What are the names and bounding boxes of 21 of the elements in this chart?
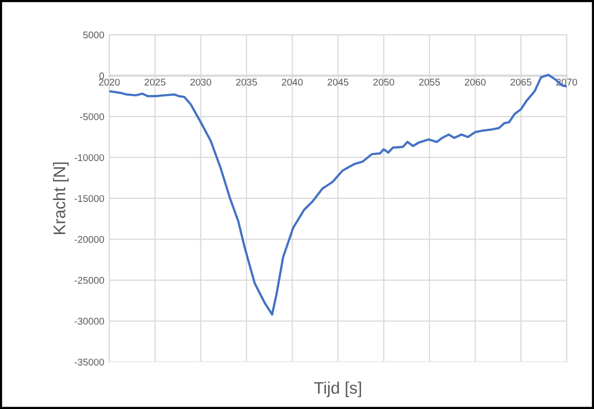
y-tick-label: -35000: [74, 358, 104, 366]
y-tick-label: 5000: [83, 32, 104, 38]
x-tick-label: 2055: [419, 78, 440, 86]
x-tick-label: 2025: [144, 78, 166, 86]
x-tick-label: 2040: [282, 78, 303, 86]
x-tick-label: 2050: [373, 78, 394, 86]
y-tick-label: -5000: [80, 113, 104, 120]
x-tick-label: 2065: [510, 78, 532, 86]
x-tick-label: 2020: [98, 78, 120, 86]
y-tick-label: -15000: [74, 195, 104, 202]
y-tick-label: -30000: [74, 318, 104, 325]
y-tick-label: 0: [99, 72, 104, 80]
y-tick-label: -25000: [74, 276, 104, 284]
x-tick-label: 2035: [236, 78, 257, 86]
x-axis-title: Tijd [s]: [314, 382, 362, 398]
x-tick-label: 2030: [190, 78, 212, 86]
y-axis-title: Kracht [N]: [53, 162, 69, 234]
y-tick-label: -10000: [74, 154, 104, 162]
x-tick-label: 2060: [464, 78, 486, 86]
x-tick-label: 2045: [328, 78, 348, 86]
y-tick-label: -20000: [74, 236, 104, 243]
